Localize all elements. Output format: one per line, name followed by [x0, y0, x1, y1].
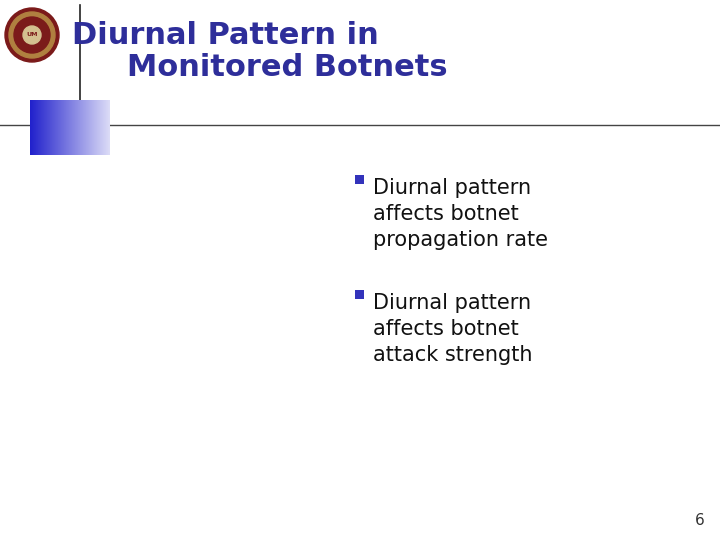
Text: propagation rate: propagation rate — [373, 230, 548, 250]
Circle shape — [23, 26, 41, 44]
Circle shape — [9, 12, 55, 58]
Text: affects botnet: affects botnet — [373, 319, 518, 339]
Text: affects botnet: affects botnet — [373, 204, 518, 224]
Text: Diurnal Pattern in: Diurnal Pattern in — [72, 21, 379, 50]
Bar — [355, 290, 364, 299]
Bar — [355, 175, 364, 184]
Text: attack strength: attack strength — [373, 345, 533, 365]
Circle shape — [14, 17, 50, 53]
Text: Diurnal pattern: Diurnal pattern — [373, 178, 531, 198]
Text: Monitored Botnets: Monitored Botnets — [127, 53, 448, 83]
Text: 6: 6 — [696, 513, 705, 528]
Text: UM: UM — [26, 32, 37, 37]
Circle shape — [5, 8, 59, 62]
Text: Diurnal pattern: Diurnal pattern — [373, 293, 531, 313]
